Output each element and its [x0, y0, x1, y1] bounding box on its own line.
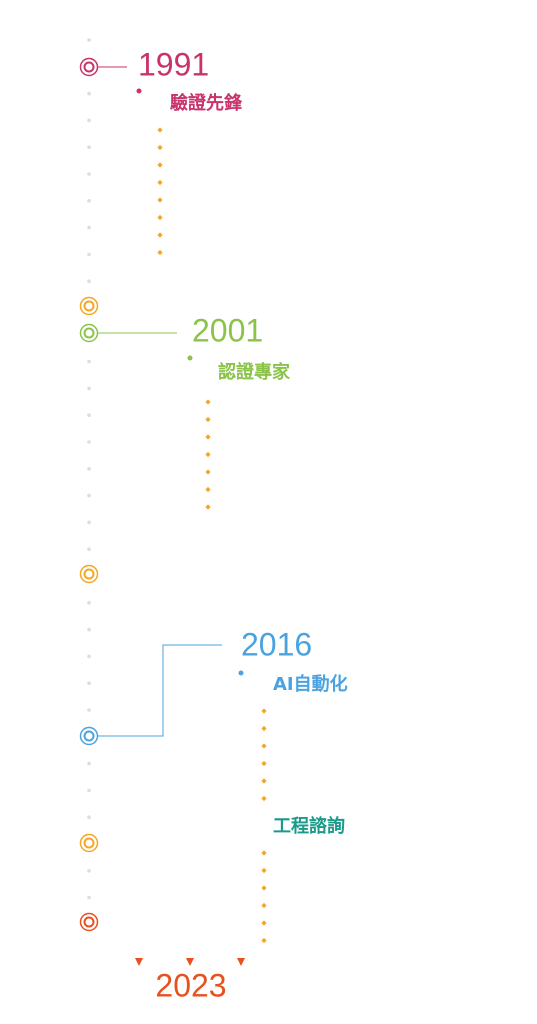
end-year: 2023	[155, 967, 226, 1003]
decor-dots	[79, 38, 267, 944]
ring	[83, 300, 95, 312]
diamond-dot	[157, 197, 163, 203]
ring	[83, 568, 95, 580]
track-start	[187, 355, 193, 361]
milestone-label: AI自動化	[273, 673, 348, 695]
year: 2016	[241, 626, 312, 662]
gray-dot	[87, 440, 91, 444]
gray-dot	[87, 199, 91, 203]
ring	[83, 837, 95, 849]
ring	[79, 296, 99, 316]
gray-dot	[87, 547, 91, 551]
gray-dot	[87, 681, 91, 685]
gray-dot	[87, 654, 91, 659]
gray-dot	[87, 225, 91, 230]
gray-dot	[87, 252, 91, 257]
gray-dot	[87, 38, 91, 42]
gray-dot	[87, 413, 91, 418]
arrow-heads	[135, 958, 245, 966]
gray-dot	[87, 520, 91, 525]
diamond-dot	[157, 179, 163, 186]
gray-dot	[87, 895, 91, 900]
diamond-dot	[261, 885, 267, 891]
diamond-dot	[261, 708, 267, 714]
milestone-label: 認證專家	[218, 361, 291, 383]
diamond-dot	[205, 434, 211, 440]
diamond-dot	[205, 399, 211, 405]
ring	[79, 726, 99, 746]
gray-dot	[87, 279, 91, 284]
milestone-label: 工程諮詢	[273, 815, 345, 837]
diamond-dot	[261, 743, 267, 749]
ring	[83, 730, 95, 742]
diamond-dot	[157, 162, 163, 168]
diamond-dot	[157, 249, 163, 256]
gray-dot	[87, 815, 91, 819]
diamond-dot	[261, 867, 267, 874]
gray-dot	[87, 172, 91, 176]
milestone-label: 驗證先鋒	[170, 92, 243, 114]
diamond-dot	[261, 795, 267, 802]
diamond-dot	[261, 937, 267, 944]
ring	[83, 916, 95, 928]
gray-dot	[87, 761, 91, 766]
diamond-dot	[157, 144, 163, 151]
year: 1991	[138, 46, 209, 82]
diamond-dot	[261, 902, 267, 909]
diamond-dot	[157, 127, 163, 133]
diamond-dot	[261, 850, 267, 856]
diamond-dot	[205, 416, 211, 423]
gray-dot	[87, 386, 91, 391]
diamond-dot	[261, 725, 267, 732]
ring	[83, 327, 95, 339]
diamond-dot	[205, 451, 211, 458]
gray-dot	[87, 359, 91, 364]
gray-dot	[87, 708, 91, 712]
ring	[79, 57, 99, 77]
diamond-dot	[261, 778, 267, 784]
diamond-dot	[261, 920, 267, 926]
diamond-dot	[157, 214, 163, 221]
track-start	[238, 670, 244, 676]
ring	[83, 61, 95, 73]
ring	[79, 912, 99, 932]
gray-dot	[87, 869, 91, 873]
track-start	[136, 88, 142, 94]
gray-dot	[87, 467, 91, 471]
diamond-dot	[205, 469, 211, 475]
gray-dot	[87, 627, 91, 632]
gray-dot	[87, 493, 91, 498]
year: 2001	[192, 312, 263, 348]
gray-dot	[87, 91, 91, 96]
gray-dot	[87, 145, 91, 149]
diamond-dot	[205, 504, 211, 510]
diamond-dot	[157, 232, 163, 238]
connector	[98, 644, 222, 737]
diamond-dot	[261, 760, 267, 767]
gray-dot	[87, 601, 91, 605]
gray-dot	[87, 788, 91, 793]
diamond-dot	[205, 486, 211, 493]
ring	[79, 323, 99, 343]
ring	[79, 564, 99, 584]
ring	[79, 833, 99, 853]
gray-dot	[87, 118, 91, 123]
